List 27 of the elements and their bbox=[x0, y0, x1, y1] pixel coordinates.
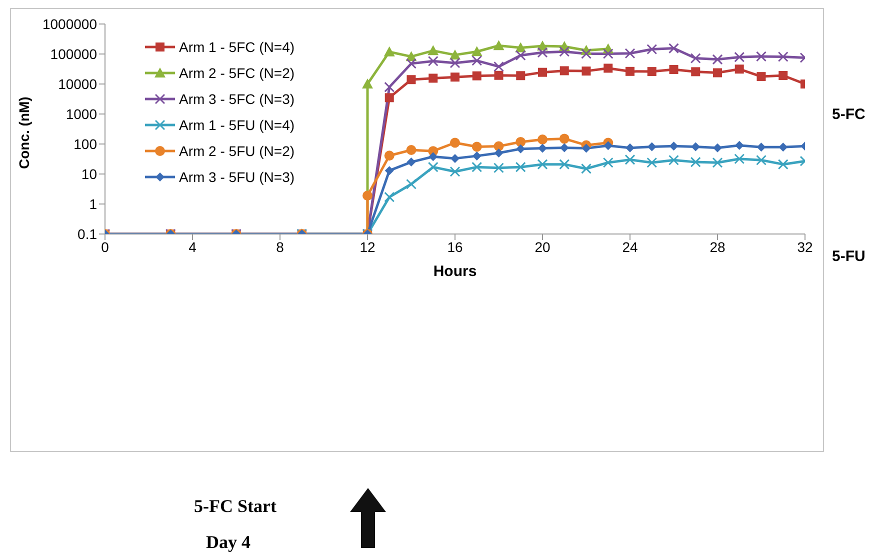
x-tick-label: 32 bbox=[797, 238, 813, 255]
y-tick-label: 1 bbox=[89, 196, 98, 212]
legend-label: Arm 2 - 5FC (N=2) bbox=[179, 65, 295, 81]
x-tick-label: 8 bbox=[276, 238, 284, 255]
text: Day 4 bbox=[206, 532, 250, 553]
legend-label: Arm 1 - 5FC (N=4) bbox=[179, 39, 295, 55]
y-tick-label: 1000000 bbox=[42, 16, 98, 32]
y-tick-label: 0.1 bbox=[78, 226, 98, 242]
text: 5-FU bbox=[832, 248, 866, 265]
y-tick-label: 10000 bbox=[58, 76, 98, 92]
y-tick-label: 10 bbox=[81, 166, 98, 182]
x-tick-label: 16 bbox=[447, 238, 463, 255]
text: 5-FC Start bbox=[194, 496, 276, 517]
x-axis-title: Hours bbox=[433, 263, 477, 280]
x-tick-label: 28 bbox=[710, 238, 726, 255]
x-tick-label: 24 bbox=[622, 238, 638, 255]
legend-label: Arm 3 - 5FC (N=3) bbox=[179, 91, 295, 107]
y-tick-label: 1000 bbox=[66, 106, 98, 122]
x-tick-label: 12 bbox=[360, 238, 376, 255]
text: 5-FC bbox=[832, 106, 866, 123]
y-axis-title: Conc. (nM) bbox=[16, 96, 32, 169]
x-tick-label: 4 bbox=[188, 238, 197, 255]
y-tick-label: 100000 bbox=[50, 46, 98, 62]
x-tick-label: 0 bbox=[101, 238, 110, 255]
legend-label: Arm 1 - 5FU (N=4) bbox=[179, 117, 295, 133]
x-tick-label: 20 bbox=[534, 238, 550, 255]
y-tick-label: 100 bbox=[74, 136, 98, 152]
